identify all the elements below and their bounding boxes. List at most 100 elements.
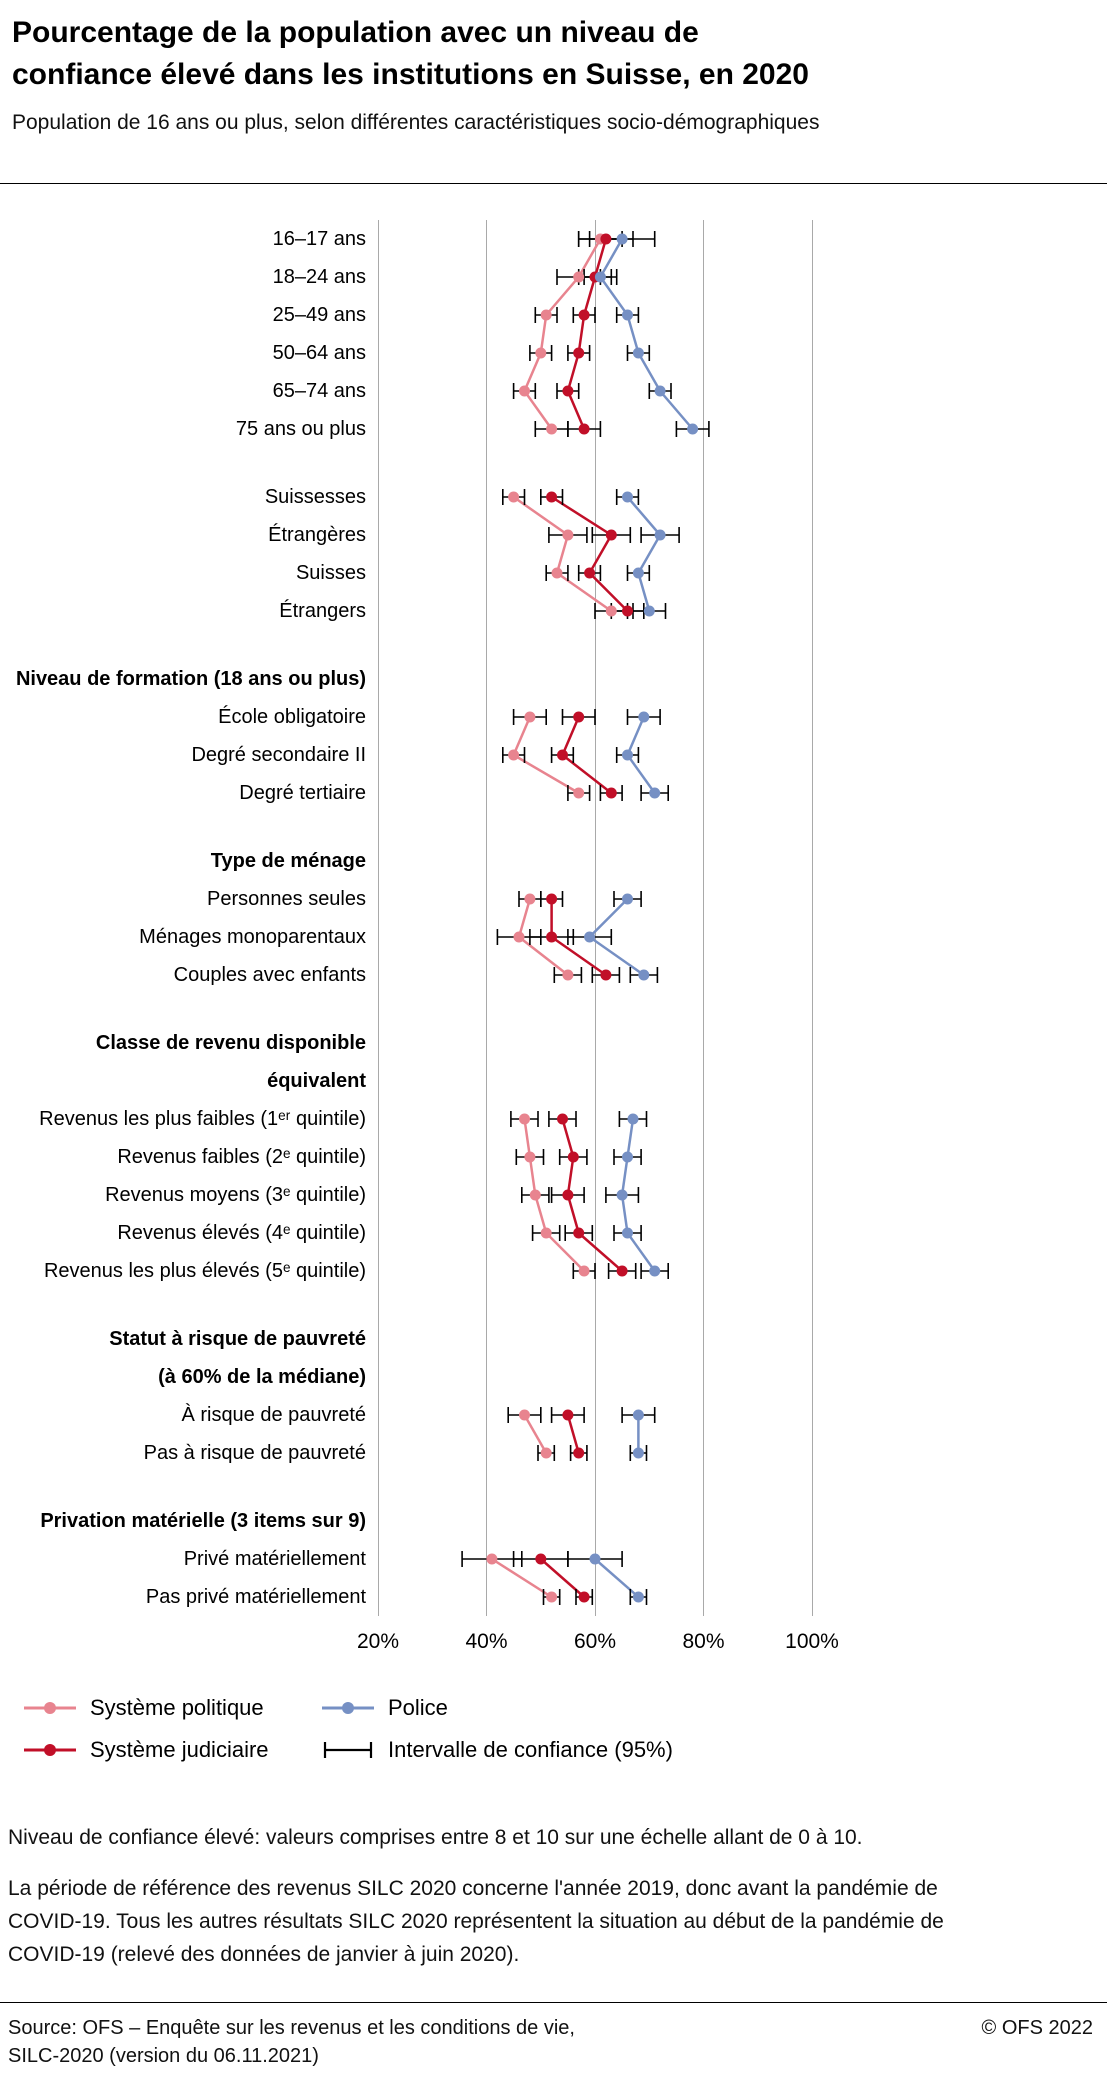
row-label: 75 ans ou plus	[235, 418, 366, 440]
data-point-judiciaire	[616, 1265, 628, 1277]
data-point-judiciaire	[573, 1447, 585, 1459]
gridline	[703, 220, 704, 1616]
data-point-judiciaire	[578, 423, 590, 435]
data-point-judiciaire	[573, 711, 585, 723]
data-point-judiciaire	[557, 1113, 568, 1125]
row-label: Revenus les plus élevés (5ᵉ quintile)	[43, 1260, 366, 1282]
row-label: Revenus élevés (4ᵉ quintile)	[117, 1222, 366, 1244]
data-point-police	[616, 233, 628, 245]
legend-symbol-glyph	[323, 1742, 373, 1758]
data-point-politique	[519, 1113, 530, 1125]
series-line-police	[626, 496, 662, 612]
chart-subtitle: Population de 16 ans ou plus, selon diff…	[12, 111, 820, 134]
data-point-judiciaire	[567, 1151, 579, 1163]
data-point-police	[687, 423, 699, 435]
data-point-judiciaire	[600, 233, 612, 245]
data-point-judiciaire	[605, 529, 617, 541]
legend-symbol-glyph	[24, 1744, 76, 1756]
x-axis-tick-label: 20%	[356, 1630, 400, 1653]
data-point-police	[622, 1227, 633, 1239]
data-point-politique	[578, 1265, 590, 1277]
chart-title-line-1: Pourcentage de la population avec un niv…	[12, 16, 699, 49]
data-point-politique	[546, 1591, 558, 1603]
group-header: Niveau de formation (18 ans ou plus)	[15, 668, 366, 690]
row-label: Suissesses	[264, 486, 366, 508]
source-line-2: SILC-2020 (version du 06.11.2021)	[8, 2045, 319, 2067]
header-divider	[0, 183, 1107, 184]
gridline	[486, 220, 487, 1616]
legend-item-police: Police	[320, 1695, 673, 1721]
data-point-police	[622, 1151, 633, 1163]
row-label: Suisses	[295, 562, 366, 584]
data-point-judiciaire	[562, 1189, 574, 1201]
data-point-judiciaire	[573, 1227, 585, 1239]
data-point-politique	[605, 605, 617, 617]
data-point-politique	[551, 567, 563, 579]
data-point-police	[632, 347, 644, 359]
confidence-interval-icon	[320, 1740, 376, 1760]
x-axis-tick-label: 60%	[573, 1630, 617, 1653]
row-label: Étrangères	[268, 524, 366, 546]
data-point-politique	[535, 347, 547, 359]
data-point-police	[622, 749, 633, 761]
row-label: Degré tertiaire	[239, 782, 366, 804]
legend-item-political-system: Système politique	[22, 1695, 320, 1721]
legend-item-judicial-system: Système judiciaire	[22, 1737, 320, 1763]
row-label: Couples avec enfants	[173, 964, 366, 986]
gridline	[594, 220, 596, 1616]
data-point-police	[616, 1189, 628, 1201]
legend-label-confidence-interval: Intervalle de confiance (95%)	[388, 1737, 673, 1762]
data-point-police	[584, 931, 596, 943]
data-point-police	[649, 787, 661, 799]
row-label: Privé matériellement	[183, 1548, 366, 1570]
data-point-police	[654, 385, 666, 397]
data-point-judiciaire	[605, 787, 617, 799]
political-system-series-icon	[22, 1698, 78, 1718]
legend: Système politique Police Système judicia…	[22, 1695, 673, 1763]
group-header: Privation matérielle (3 items sur 9)	[40, 1510, 366, 1532]
data-point-politique	[524, 711, 536, 723]
row-label: Ménages monoparentaux	[139, 926, 366, 948]
data-point-politique	[540, 309, 552, 321]
series-line-politique	[512, 495, 613, 613]
data-point-politique	[546, 423, 558, 435]
data-point-judiciaire	[600, 969, 612, 981]
legend-label-judicial-system: Système judiciaire	[90, 1737, 269, 1762]
data-point-politique	[573, 271, 585, 283]
row-label: 50–64 ans	[272, 342, 366, 364]
data-point-politique	[562, 529, 574, 541]
gridline	[811, 220, 813, 1616]
row-label: Pas privé matériellement	[145, 1586, 366, 1608]
data-point-police	[643, 605, 655, 617]
data-point-politique	[519, 1409, 530, 1421]
legend-label-police: Police	[388, 1695, 448, 1720]
plot-canvas	[461, 231, 710, 1605]
data-point-judiciaire	[557, 749, 568, 761]
group-header: Classe de revenu disponible	[95, 1032, 366, 1054]
footer-divider	[0, 2002, 1107, 2003]
data-point-judiciaire	[578, 309, 590, 321]
data-point-politique	[524, 893, 536, 905]
group-header: Statut à risque de pauvreté	[109, 1328, 366, 1350]
row-label: À risque de pauvreté	[181, 1404, 366, 1426]
data-point-police	[594, 271, 606, 283]
legend-symbol-glyph	[322, 1702, 374, 1714]
row-label: Revenus faibles (2ᵉ quintile)	[117, 1146, 366, 1168]
chart-title: Pourcentage de la population avec un niv…	[12, 12, 1095, 96]
series-line-police	[598, 238, 694, 430]
series-line-politique	[523, 1414, 548, 1454]
series-line-police	[594, 1558, 640, 1598]
row-label: 25–49 ans	[272, 304, 366, 326]
data-point-judiciaire	[562, 1409, 574, 1421]
data-point-police	[627, 1113, 639, 1125]
data-point-judiciaire	[578, 1591, 590, 1603]
series-line-judiciaire	[539, 1558, 585, 1598]
group-header: (à 60% de la médiane)	[158, 1366, 366, 1388]
row-label: Degré secondaire II	[191, 744, 366, 766]
data-point-politique	[486, 1553, 498, 1565]
data-point-judiciaire	[573, 347, 585, 359]
data-point-politique	[519, 385, 530, 397]
group-header: Type de ménage	[210, 850, 366, 872]
legend-item-confidence-interval: Intervalle de confiance (95%)	[320, 1737, 673, 1763]
source-line-1: Source: OFS – Enquête sur les revenus et…	[8, 2017, 575, 2039]
